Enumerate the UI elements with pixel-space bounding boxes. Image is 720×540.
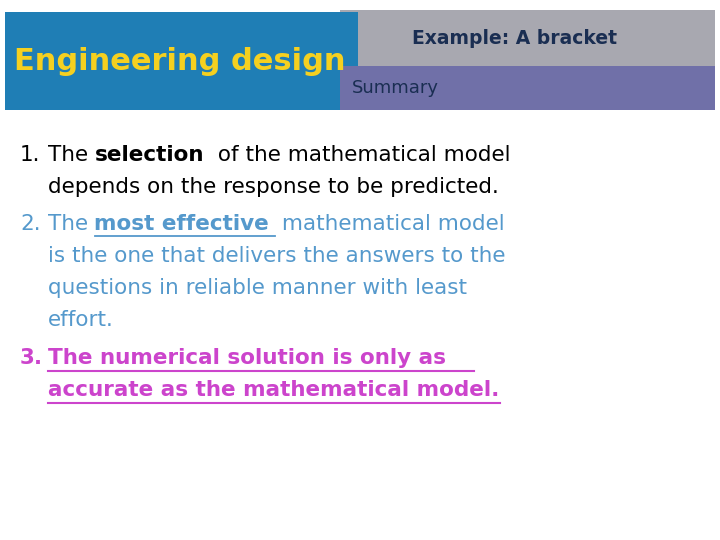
Text: effort.: effort. [48, 310, 114, 330]
Text: of the mathematical model: of the mathematical model [211, 145, 510, 165]
Text: Example: A bracket: Example: A bracket [412, 30, 617, 49]
Bar [340, 10, 715, 68]
Text: accurate as the mathematical model.: accurate as the mathematical model. [48, 380, 500, 400]
Text: questions in reliable manner with least: questions in reliable manner with least [48, 278, 467, 298]
Text: mathematical model: mathematical model [275, 214, 505, 234]
Text: The: The [48, 214, 95, 234]
Text: 3.: 3. [20, 348, 43, 368]
Bar [340, 66, 715, 110]
Text: is the one that delivers the answers to the: is the one that delivers the answers to … [48, 246, 505, 266]
Text: 1.: 1. [20, 145, 40, 165]
Text: The: The [48, 145, 95, 165]
Text: 2.: 2. [20, 214, 40, 234]
Text: depends on the response to be predicted.: depends on the response to be predicted. [48, 177, 499, 197]
Text: The numerical solution is only as: The numerical solution is only as [48, 348, 446, 368]
Text: Engineering design: Engineering design [14, 46, 346, 76]
Bar [5, 12, 358, 110]
Text: selection: selection [94, 145, 204, 165]
Text: Summary: Summary [352, 79, 439, 97]
Text: most effective: most effective [94, 214, 269, 234]
